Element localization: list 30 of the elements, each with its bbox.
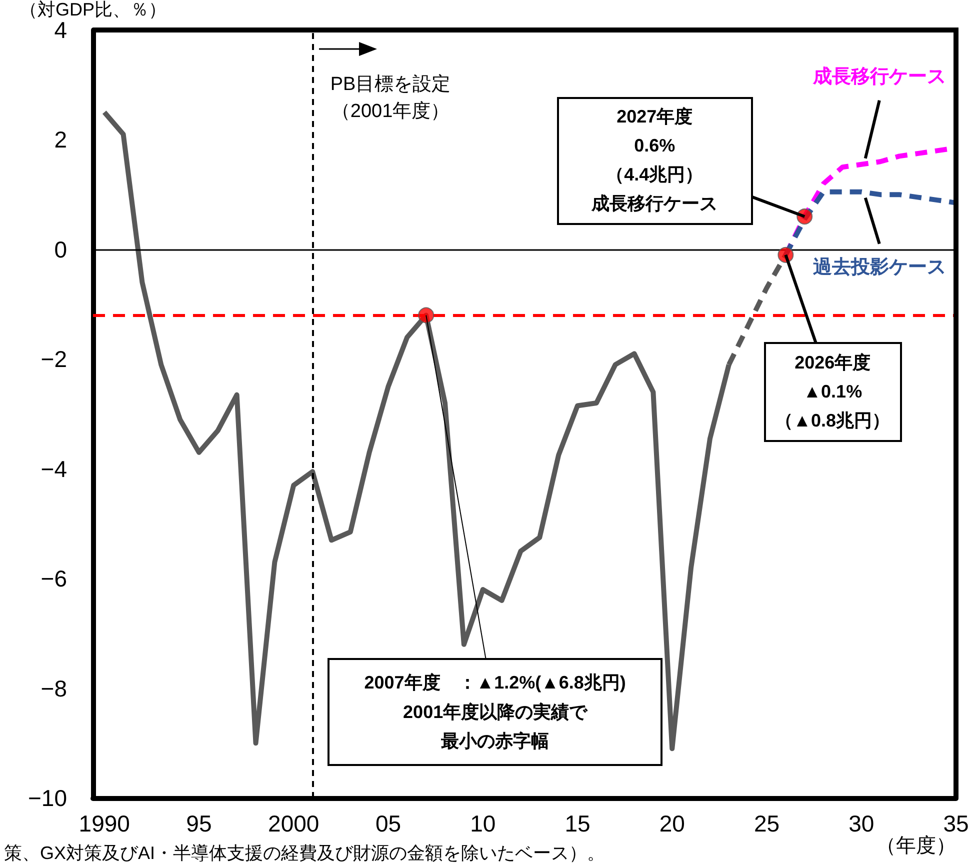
point [418, 307, 434, 324]
annotation: 2001年度以降の実績で最小の赤字幅 [402, 700, 589, 753]
y-tick-label: 2 [54, 126, 67, 153]
text: 成長移行ケース [812, 65, 946, 88]
x-axis-title: （年度） [876, 835, 956, 857]
x-tick-label: 35 [943, 810, 969, 836]
x-tick-label: 25 [754, 810, 780, 836]
x-tick-label: 95 [186, 810, 212, 836]
x-tick-label: 1990 [78, 810, 130, 836]
y-tick-label: 0 [54, 236, 67, 262]
y-tick-label: −10 [28, 785, 67, 811]
y-tick-label: −2 [40, 346, 67, 372]
series-label: 過去投影ケース [812, 256, 946, 278]
x-tick-label: 30 [848, 810, 874, 836]
x-tick-label: 15 [564, 810, 590, 836]
annotation: 2007年度 ：▲1.2%(▲6.8兆円) [364, 672, 626, 695]
annotation: 成長移行ケース [592, 192, 718, 216]
annotation: 2026年度 ▲0.1% （▲0.8兆円） [775, 351, 890, 432]
x-tick-label: 05 [375, 810, 402, 836]
ref-line-label: PB目標を設定（2001年度） [329, 73, 452, 124]
y-tick-label: −6 [40, 566, 67, 592]
x-tick-label: 10 [470, 810, 496, 836]
y-tick-label: 4 [54, 17, 68, 43]
x-tick-label: 2000 [268, 810, 320, 836]
y-axis-title: （対GDP比、％） [19, 0, 167, 20]
x-tick-label: 20 [659, 810, 685, 836]
annotation: 2027年度 0.6% （4.4兆円） [606, 106, 704, 186]
text: 策、GX対策及びAI・半導体支援の経費及び財源の金額を除いたベース）。 [4, 843, 606, 863]
y-tick-label: −4 [40, 456, 68, 482]
y-tick-label: −8 [40, 675, 67, 702]
